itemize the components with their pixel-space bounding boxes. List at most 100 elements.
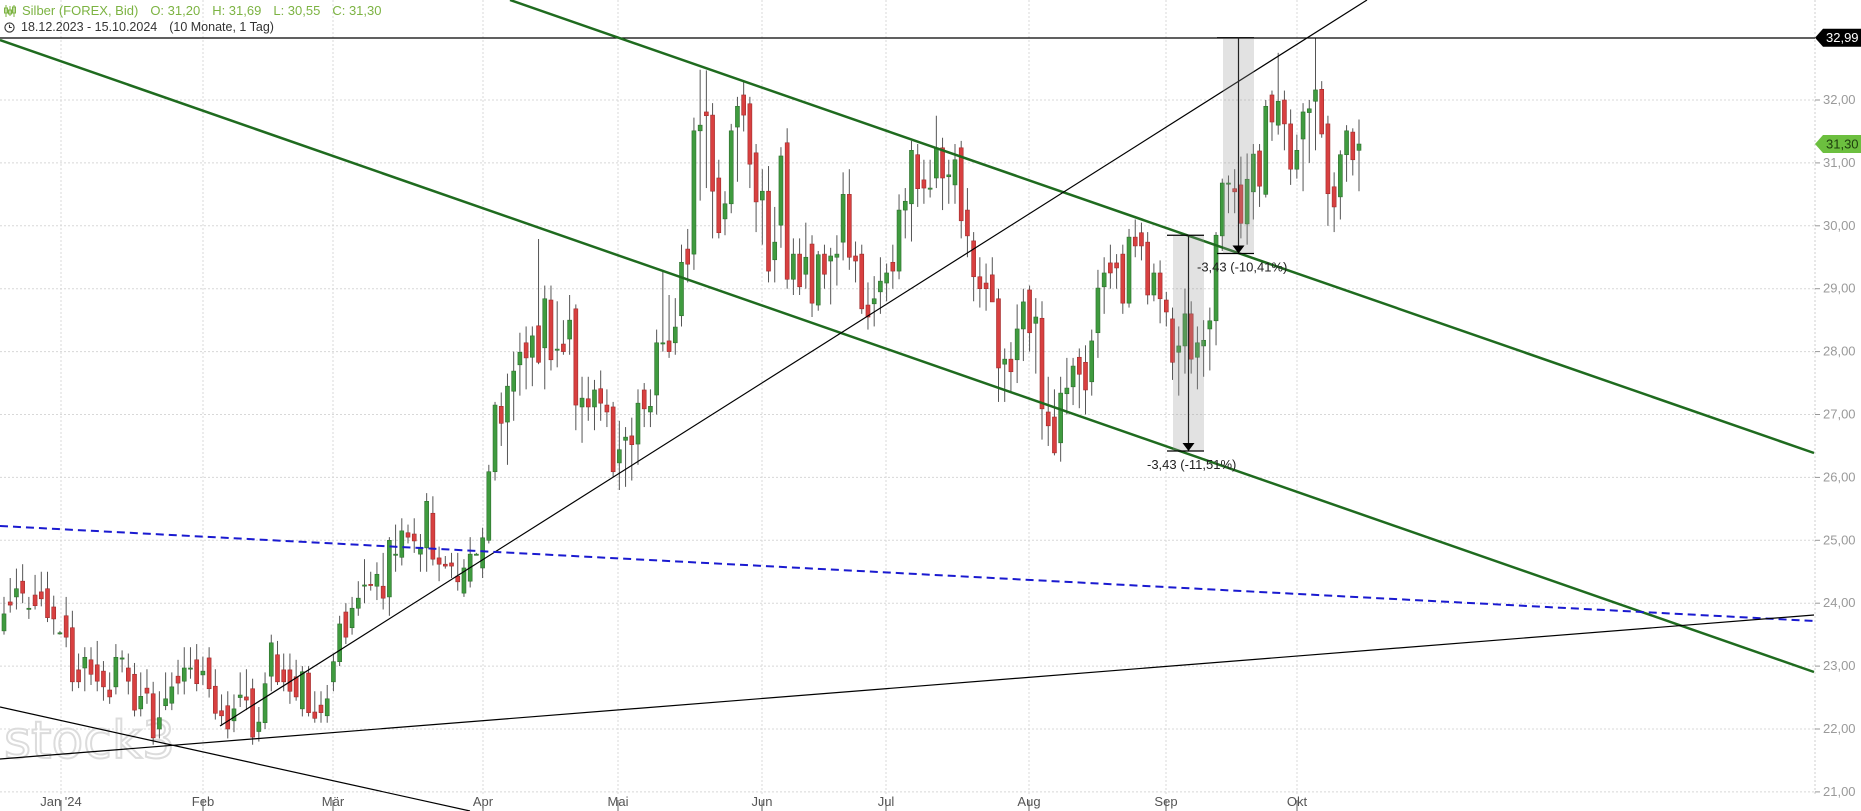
candle[interactable]: [113, 644, 119, 695]
candle[interactable]: [82, 647, 88, 692]
candle[interactable]: [1058, 376, 1063, 462]
candle[interactable]: [1257, 144, 1262, 207]
candle[interactable]: [57, 630, 63, 635]
candle[interactable]: [430, 496, 436, 566]
candle[interactable]: [1288, 109, 1293, 185]
candle[interactable]: [685, 228, 691, 283]
candle[interactable]: [822, 244, 827, 289]
candle[interactable]: [797, 238, 802, 295]
candle[interactable]: [554, 301, 560, 368]
candle[interactable]: [368, 571, 374, 591]
candle[interactable]: [666, 294, 672, 358]
candle[interactable]: [455, 552, 461, 591]
candle[interactable]: [1076, 348, 1082, 409]
candle[interactable]: [20, 564, 25, 604]
candle[interactable]: [424, 493, 429, 572]
candle[interactable]: [1021, 288, 1026, 362]
candle[interactable]: [362, 559, 367, 604]
candle[interactable]: [604, 389, 610, 428]
candle[interactable]: [1108, 244, 1113, 289]
candle[interactable]: [517, 332, 523, 396]
candle[interactable]: [480, 527, 485, 579]
candle[interactable]: [1052, 389, 1057, 456]
candle[interactable]: [237, 672, 243, 707]
candle[interactable]: [101, 661, 106, 701]
candle[interactable]: [704, 70, 709, 189]
candle[interactable]: [1219, 178, 1225, 251]
candle[interactable]: [697, 69, 703, 201]
candle[interactable]: [660, 269, 666, 352]
candle[interactable]: [784, 128, 790, 289]
candle[interactable]: [1027, 285, 1032, 352]
candle[interactable]: [629, 417, 635, 481]
candle[interactable]: [312, 691, 318, 723]
candle[interactable]: [902, 188, 908, 239]
candle[interactable]: [436, 546, 442, 582]
candle[interactable]: [63, 596, 69, 648]
candle[interactable]: [1244, 153, 1250, 245]
candle[interactable]: [815, 250, 821, 311]
candle[interactable]: [349, 596, 355, 635]
candle[interactable]: [126, 653, 131, 695]
candle[interactable]: [871, 276, 877, 327]
blue-dashed-trendline[interactable]: [0, 525, 1815, 622]
candle[interactable]: [635, 389, 641, 465]
candle[interactable]: [492, 401, 498, 481]
channel-lower-line[interactable]: [0, 38, 1815, 674]
candle[interactable]: [393, 524, 398, 572]
candle[interactable]: [268, 634, 274, 692]
candle[interactable]: [1213, 232, 1219, 346]
candle[interactable]: [144, 669, 150, 704]
candle[interactable]: [1319, 81, 1325, 138]
candle[interactable]: [1126, 228, 1132, 308]
candle[interactable]: [157, 691, 162, 739]
candle[interactable]: [26, 596, 32, 619]
candle[interactable]: [505, 373, 510, 465]
candle[interactable]: [1139, 222, 1144, 261]
candle[interactable]: [946, 159, 952, 204]
candle[interactable]: [741, 81, 746, 132]
candle[interactable]: [275, 640, 280, 685]
candle[interactable]: [573, 304, 579, 431]
candle[interactable]: [766, 166, 771, 283]
candle[interactable]: [287, 653, 293, 704]
candle[interactable]: [909, 140, 914, 242]
candle[interactable]: [343, 603, 349, 645]
candle[interactable]: [206, 647, 212, 698]
candle[interactable]: [1101, 257, 1107, 314]
candle[interactable]: [1120, 244, 1126, 314]
candle[interactable]: [1114, 254, 1119, 289]
candle[interactable]: [971, 232, 976, 302]
candle[interactable]: [1188, 301, 1194, 374]
candle[interactable]: [598, 370, 603, 421]
ascending-trendline[interactable]: [219, 0, 1368, 727]
candle[interactable]: [107, 672, 112, 704]
candle[interactable]: [567, 294, 572, 355]
candle[interactable]: [542, 285, 548, 390]
candle[interactable]: [728, 123, 734, 214]
candle[interactable]: [474, 552, 479, 556]
candle[interactable]: [355, 581, 361, 616]
candle[interactable]: [1356, 119, 1362, 192]
price-measurement[interactable]: -3,43 (-10,41%): [1197, 37, 1287, 275]
candle[interactable]: [1338, 150, 1343, 220]
candle[interactable]: [691, 117, 697, 270]
candle[interactable]: [498, 392, 504, 446]
candle[interactable]: [324, 684, 330, 723]
candle[interactable]: [1132, 219, 1138, 258]
candle[interactable]: [163, 672, 168, 711]
candle[interactable]: [244, 669, 249, 711]
candle[interactable]: [94, 640, 100, 692]
candle[interactable]: [1008, 342, 1014, 393]
candle[interactable]: [965, 188, 970, 258]
candle[interactable]: [878, 257, 883, 314]
candle[interactable]: [760, 169, 765, 245]
candle[interactable]: [623, 427, 628, 487]
candle[interactable]: [859, 244, 865, 314]
candle[interactable]: [847, 169, 852, 270]
candle[interactable]: [1251, 144, 1256, 220]
channel-upper-line[interactable]: [509, 0, 1815, 455]
candle[interactable]: [1313, 37, 1318, 151]
candle[interactable]: [175, 659, 181, 695]
